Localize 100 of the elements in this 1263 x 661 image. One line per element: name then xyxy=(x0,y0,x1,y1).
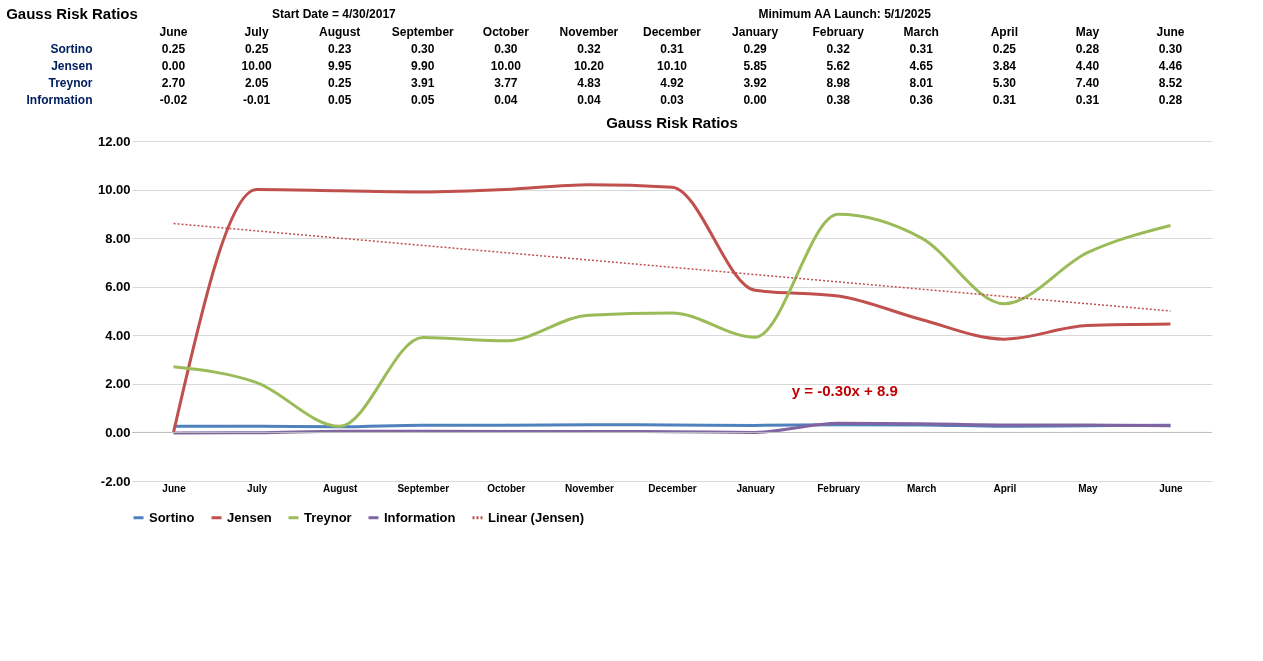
data-label: 3.91 xyxy=(411,75,435,90)
category-label: September xyxy=(391,24,454,39)
data-label: 0.31 xyxy=(1075,92,1100,107)
data-label: 5.62 xyxy=(826,58,851,73)
y-tick-label: 12.00 xyxy=(97,133,131,149)
data-label: 0.30 xyxy=(494,41,518,56)
data-label: 0.31 xyxy=(992,92,1017,107)
category-label: August xyxy=(319,24,361,39)
data-label: 5.85 xyxy=(743,58,768,73)
data-label: 3.92 xyxy=(743,75,768,90)
data-label: 4.40 xyxy=(1075,58,1100,73)
data-label: 4.92 xyxy=(660,75,684,90)
data-label: 8.98 xyxy=(826,75,851,90)
x-tick-label: September xyxy=(397,482,450,494)
text: Jensen xyxy=(51,59,93,73)
data-label: 0.30 xyxy=(1158,41,1183,56)
data-label: 0.25 xyxy=(161,41,186,56)
data-label: 0.32 xyxy=(826,41,851,56)
y-tick-label: 6.00 xyxy=(105,279,131,295)
category-label: July xyxy=(244,24,269,39)
data-label: 10.00 xyxy=(241,58,272,73)
data-label: 0.30 xyxy=(411,41,435,56)
text: Treynor xyxy=(48,76,93,90)
line-series xyxy=(172,421,1172,435)
data-label: 0.00 xyxy=(743,92,768,107)
legend-label: Sortino xyxy=(149,509,195,525)
data-label: 3.84 xyxy=(992,58,1017,73)
data-label: 0.36 xyxy=(909,92,934,107)
data-label: 0.32 xyxy=(577,41,601,56)
data-label: 0.25 xyxy=(992,41,1017,56)
data-label: 0.23 xyxy=(328,41,352,56)
legend-label: Information xyxy=(384,509,456,525)
data-label: 0.03 xyxy=(660,92,684,107)
y-tick-label: 2.00 xyxy=(105,376,131,392)
data-label: 8.52 xyxy=(1158,75,1183,90)
data-label: 0.25 xyxy=(328,75,352,90)
category-label: December xyxy=(642,24,702,39)
data-label: 0.05 xyxy=(411,92,435,107)
category-label: April xyxy=(990,24,1018,39)
data-label: 0.04 xyxy=(577,92,601,107)
y-tick-label: 4.00 xyxy=(105,327,131,343)
legend-label: Treynor xyxy=(304,509,352,525)
category-label: October xyxy=(482,24,529,39)
data-label: 5.30 xyxy=(992,75,1017,90)
category-label: June xyxy=(1156,24,1185,39)
data-label: 0.28 xyxy=(1158,92,1183,107)
chart-title: Gauss Risk Ratios xyxy=(606,114,738,131)
data-label: 0.05 xyxy=(328,92,352,107)
y-tick-label: 0.00 xyxy=(105,424,131,440)
text: Sortino xyxy=(50,42,93,56)
x-tick-label: March xyxy=(907,482,937,494)
data-label: 7.40 xyxy=(1075,75,1100,90)
x-tick-label: July xyxy=(247,482,268,494)
category-label: February xyxy=(812,24,864,39)
category-label: May xyxy=(1075,24,1100,39)
legend-label: Jensen xyxy=(227,509,272,525)
x-tick-label: June xyxy=(162,482,187,494)
data-label: 0.04 xyxy=(494,92,518,107)
y-tick-label: 10.00 xyxy=(97,182,131,198)
data-label: 0.00 xyxy=(161,58,186,73)
data-label: 2.05 xyxy=(244,75,269,90)
category-label: June xyxy=(159,24,188,39)
data-label: -0.01 xyxy=(242,92,271,107)
data-label: -0.02 xyxy=(159,92,188,107)
annotation: y = -0.30x + 8.9 xyxy=(791,382,898,399)
data-label: 0.28 xyxy=(1075,41,1100,56)
data-label: 0.31 xyxy=(909,41,934,56)
x-tick-label: February xyxy=(817,482,861,494)
data-label: 3.77 xyxy=(494,75,518,90)
text: Information xyxy=(26,93,93,107)
data-label: 10.20 xyxy=(573,58,605,73)
data-label: 10.10 xyxy=(656,58,688,73)
x-tick-label: December xyxy=(648,482,697,494)
data-label: 0.31 xyxy=(660,41,684,56)
data-label: 4.65 xyxy=(909,58,934,73)
x-tick-label: August xyxy=(322,482,359,494)
data-label: 4.83 xyxy=(577,75,601,90)
x-tick-label: April xyxy=(993,482,1017,494)
category-label: November xyxy=(559,24,619,39)
x-tick-label: June xyxy=(1159,482,1184,494)
data-label: 8.01 xyxy=(909,75,934,90)
category-label: January xyxy=(732,24,779,39)
data-label: 2.70 xyxy=(161,75,186,90)
legend-label: Linear (Jensen) xyxy=(488,509,585,525)
data-label: 0.38 xyxy=(826,92,851,107)
text: Gauss Risk Ratios xyxy=(6,5,138,22)
data-label: 10.00 xyxy=(490,58,522,73)
category-label: March xyxy=(903,24,939,39)
y-tick-label: -2.00 xyxy=(100,473,131,489)
text: Minimum AA Launch: 5/1/2025 xyxy=(758,7,932,21)
x-tick-label: May xyxy=(1078,482,1099,494)
x-tick-label: January xyxy=(736,482,776,494)
data-label: 9.95 xyxy=(328,58,352,73)
data-label: 9.90 xyxy=(411,58,435,73)
y-tick-label: 8.00 xyxy=(105,230,131,246)
x-tick-label: November xyxy=(564,482,614,494)
data-label: 0.29 xyxy=(743,41,768,56)
x-tick-label: October xyxy=(487,482,526,494)
data-label: 0.25 xyxy=(244,41,269,56)
text: Start Date = 4/30/2017 xyxy=(272,7,397,21)
